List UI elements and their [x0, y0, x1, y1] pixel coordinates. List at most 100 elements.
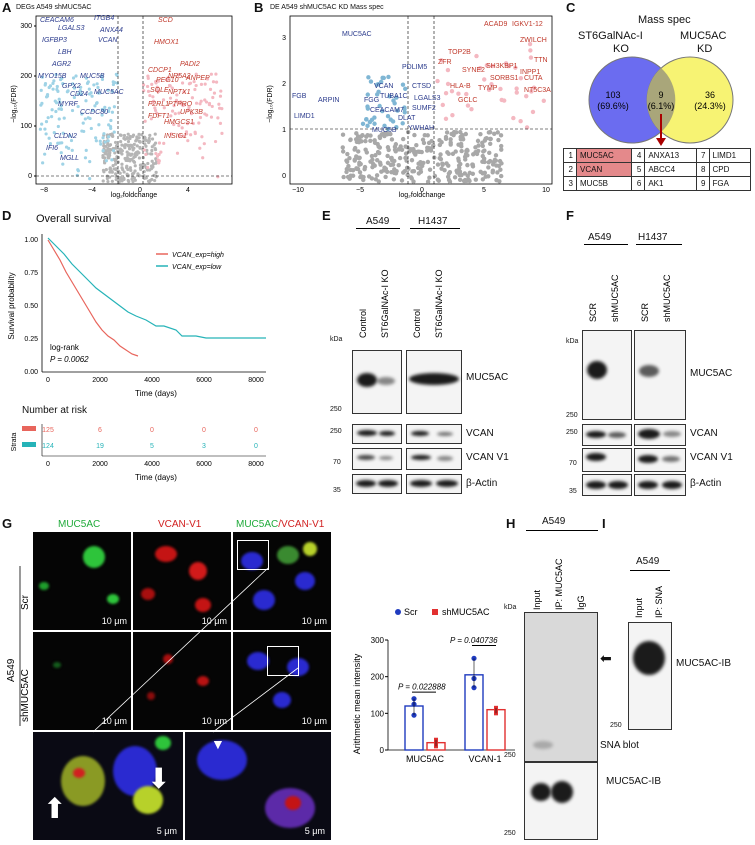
table-cell: 7: [695, 148, 710, 163]
a-point-down: [44, 120, 49, 124]
b-point-down: [392, 101, 397, 106]
a-point-down: [94, 101, 99, 105]
b-point-up: [524, 93, 529, 99]
b-point-ns: [499, 161, 504, 166]
h-kda: kDa: [504, 604, 517, 611]
h-lane-labels: Input IP: MUC5AC IgG: [532, 558, 586, 610]
a-point-down: [39, 88, 43, 92]
b-point-ns: [358, 174, 363, 180]
g-img-scr-merge: 10 μm: [233, 532, 331, 630]
g-ytick-label: 0: [380, 746, 385, 755]
b-gene-label-up: INPP1: [520, 69, 540, 76]
b-gene-label-up: SORBS1: [490, 75, 519, 82]
a-point-up: [180, 81, 185, 85]
b-point-down: [377, 103, 382, 109]
risk-xtick-label: 2000: [92, 461, 108, 468]
a-gene-label-down: CD24: [70, 91, 88, 98]
b-gene-label-down: CTSD: [412, 83, 431, 90]
a-point-up: [150, 82, 154, 86]
a-point-up: [157, 159, 161, 163]
panel-b-title: DE A549 shMUC5AC KD Mass spec: [270, 4, 384, 11]
a-point-ns: [104, 167, 108, 172]
xlabel-a: log₂foldchange: [111, 192, 157, 199]
b-point-ns: [414, 143, 419, 148]
b-point-ns: [361, 177, 366, 183]
b-point-ns: [463, 131, 469, 137]
i-lane-labels: Input IP: SNA: [634, 586, 664, 618]
b-point-up: [474, 53, 479, 59]
a-point-up: [142, 148, 147, 152]
table-cell: 9: [695, 176, 710, 191]
b-point-up: [464, 91, 469, 97]
a-point-up: [153, 106, 157, 110]
a-point-down: [111, 148, 116, 153]
f-lane-1: SCR: [588, 302, 598, 322]
b-point-ns: [375, 157, 380, 163]
km-ylabel: Survival probability: [7, 272, 16, 339]
b-xtick-label: 10: [542, 187, 550, 194]
scale-text: 10 μm: [101, 716, 127, 726]
a-point-down: [56, 89, 60, 93]
b-point-ns: [486, 165, 491, 170]
a-point-down: [71, 82, 75, 86]
a-point-ns: [117, 150, 122, 155]
b-point-ns: [425, 145, 430, 150]
b-gene-label-down: ARPIN: [318, 97, 339, 104]
b-point-ns: [397, 155, 403, 161]
a-point-ns: [135, 138, 139, 142]
b-gene-label-down: FGG: [364, 97, 379, 104]
a-point-down: [92, 83, 96, 87]
a-point-down: [100, 77, 105, 82]
a-gene-label-down: MUC5AC: [94, 89, 125, 96]
b-point-ns: [464, 147, 470, 153]
km-ytick-label: 0.50: [24, 303, 38, 310]
a-point-up: [141, 83, 146, 87]
b-point-ns: [356, 149, 361, 154]
b-point-ns: [488, 141, 493, 146]
arrowhead-icon: ▼: [211, 736, 225, 752]
a-point-ns: [106, 179, 110, 184]
p-value-2: P = 0.040736: [450, 636, 498, 645]
b-point-up: [511, 115, 516, 121]
b-point-up: [484, 63, 490, 68]
arrow-down-icon: ⬇: [147, 763, 171, 794]
a-point-down: [110, 89, 115, 94]
a-point-up: [156, 79, 161, 83]
b-point-ns: [369, 153, 375, 159]
a-point-up: [207, 101, 212, 106]
f-protein-vcan: VCAN: [690, 428, 718, 439]
a-point-down: [82, 129, 86, 134]
panel-b-letter: B: [254, 0, 264, 15]
venn-mid-count: 9: [658, 90, 663, 100]
a-point-up: [186, 108, 191, 112]
b-point-ns: [401, 170, 406, 175]
b-point-ns: [372, 138, 377, 143]
a-point-up: [194, 72, 198, 76]
a-point-ns: [125, 158, 129, 162]
a-gene-label-down: ANXA4: [99, 27, 123, 34]
a-point-ns: [125, 136, 129, 140]
b-point-ns: [437, 138, 442, 143]
a-point-down: [51, 87, 55, 91]
xlabel-b: log₂foldchange: [399, 192, 445, 199]
a-point-down: [103, 140, 107, 144]
a-point-up: [193, 131, 197, 136]
a-point-ns: [122, 170, 126, 174]
a-gene-label-up: PTPRO: [168, 101, 193, 108]
b-gene-label-up: CUTA: [524, 75, 543, 82]
a-point-ns: [142, 176, 147, 180]
b-point-up: [443, 116, 449, 121]
scale-text: 5 μm: [156, 826, 177, 836]
b-point-up: [439, 58, 444, 63]
a-point-up: [201, 156, 205, 160]
b-point-ns: [396, 163, 401, 168]
a-point-ns: [127, 179, 131, 184]
a-point-ns: [130, 177, 134, 181]
a-gene-label-up: F2RL1: [148, 101, 169, 108]
a-point-down: [107, 135, 111, 139]
a-point-ns: [143, 142, 147, 146]
data-point: [411, 696, 417, 702]
b-point-ns: [405, 172, 410, 178]
a-point-down: [58, 100, 62, 104]
a-gene-label-down: LBH: [58, 49, 73, 56]
